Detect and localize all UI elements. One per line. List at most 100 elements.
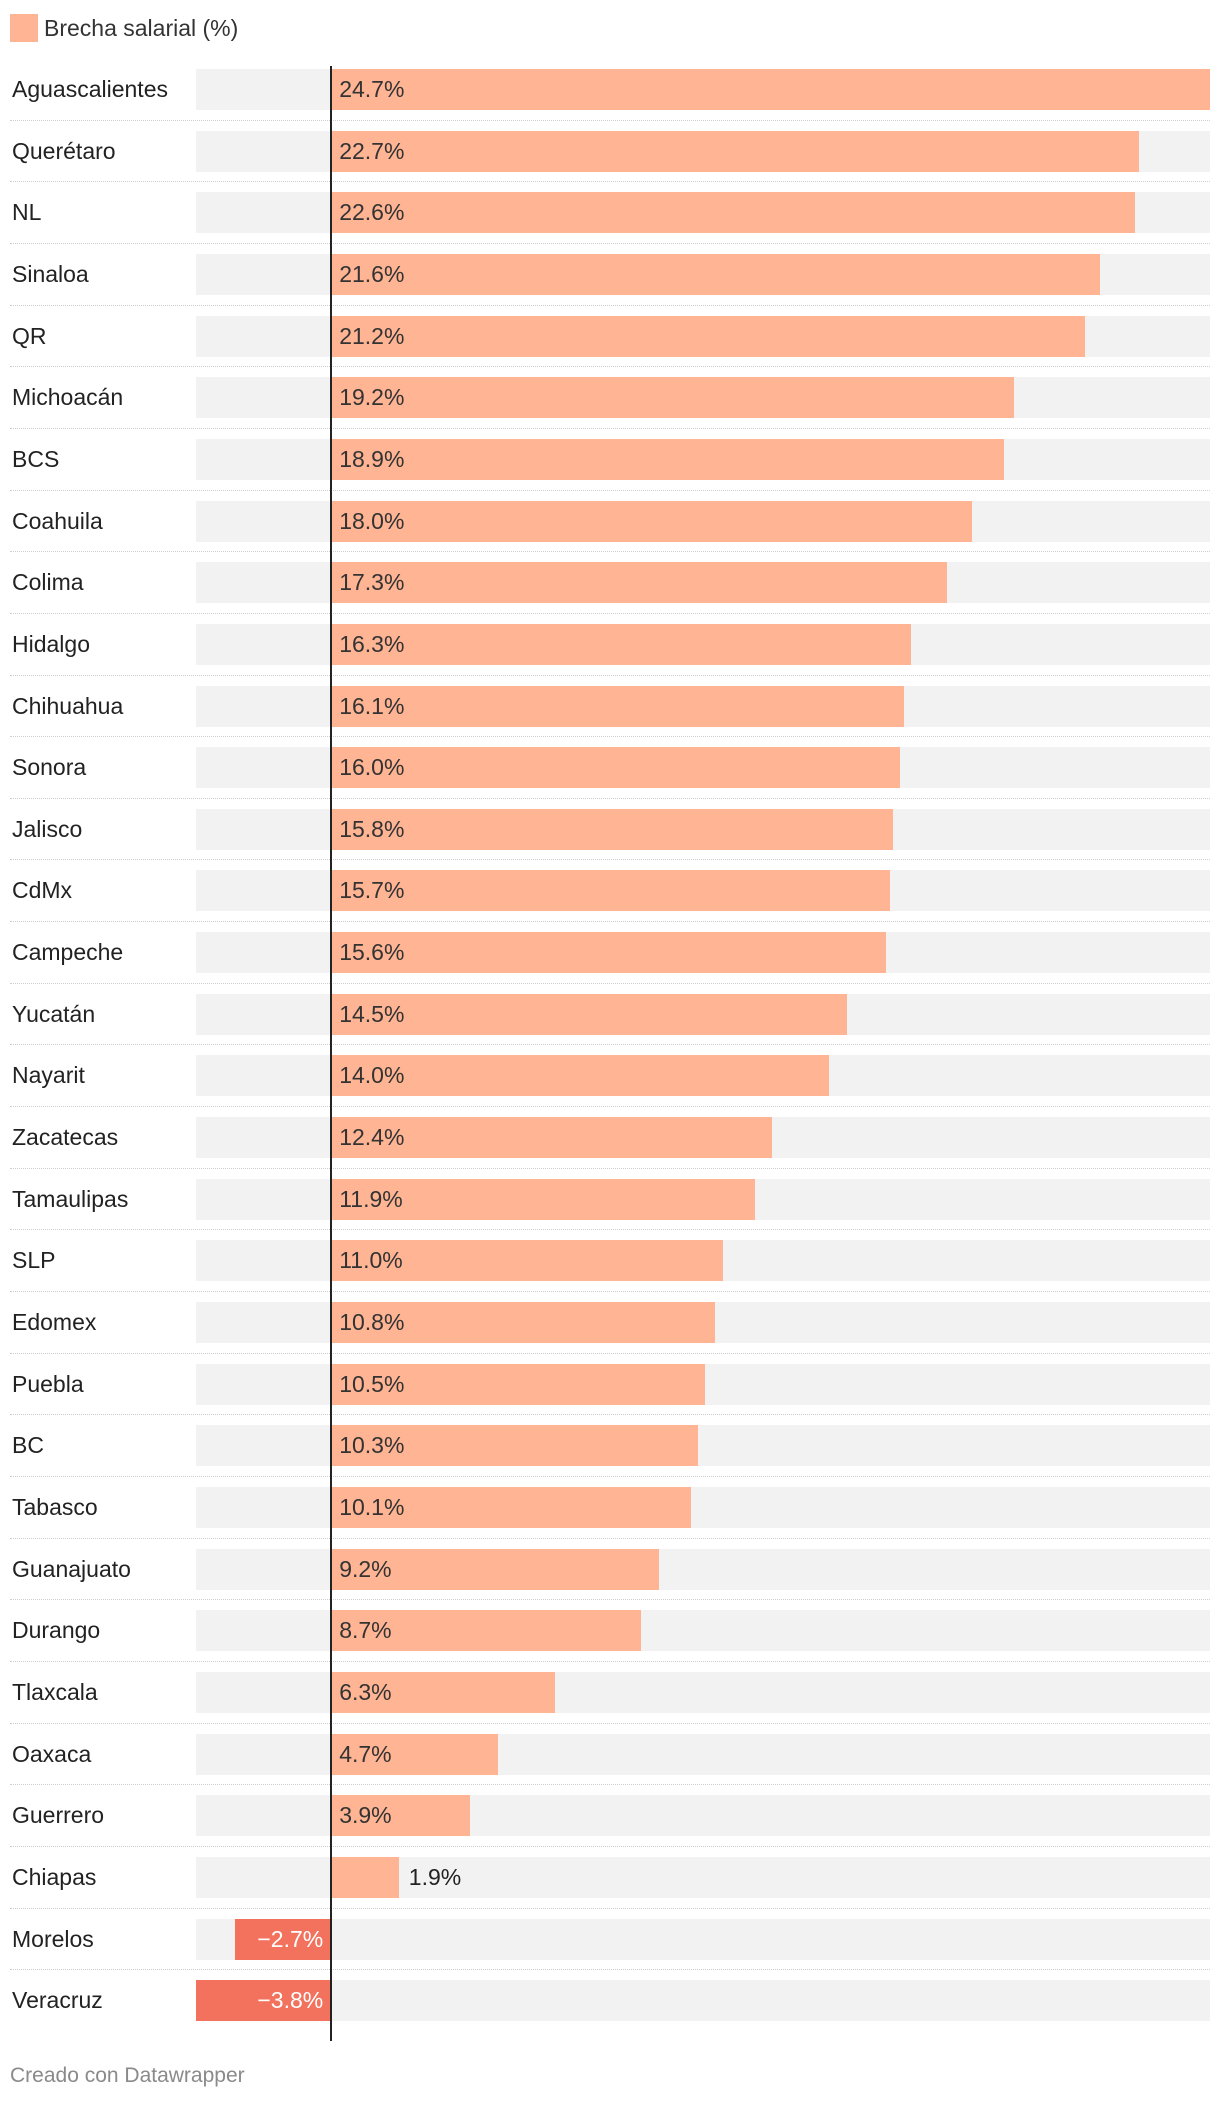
zero-baseline	[330, 66, 333, 2041]
category-label: Sinaloa	[12, 261, 89, 287]
bar-row: Hidalgo 16.3%	[10, 613, 1210, 675]
value-label: 9.2%	[339, 1556, 392, 1582]
bar-row: Coahuila 18.0%	[10, 490, 1210, 552]
value-label: 16.1%	[339, 693, 405, 719]
bar-row: BC 10.3%	[10, 1414, 1210, 1476]
bar-row: SLP 11.0%	[10, 1229, 1210, 1291]
bar	[331, 1672, 556, 1713]
value-label: 14.5%	[339, 1001, 405, 1027]
value-label: 14.0%	[339, 1062, 405, 1088]
bar	[331, 254, 1100, 295]
bar-row: Campeche 15.6%	[10, 921, 1210, 983]
value-label: 16.3%	[339, 631, 405, 657]
row-separator	[10, 1353, 1210, 1354]
bar-row: Tlaxcala 6.3%	[10, 1661, 1210, 1723]
bar-row: Durango 8.7%	[10, 1599, 1210, 1661]
category-label: Hidalgo	[12, 631, 90, 657]
row-separator	[10, 983, 1210, 984]
bar	[235, 1919, 332, 1960]
bar	[331, 501, 972, 542]
category-label: Durango	[12, 1617, 101, 1643]
row-separator	[10, 428, 1210, 429]
bar	[331, 1487, 691, 1528]
category-label: BCS	[12, 446, 60, 472]
bar	[331, 1425, 698, 1466]
value-label: 3.9%	[339, 1802, 392, 1828]
value-label: 11.0%	[339, 1247, 403, 1273]
category-label: Chiapas	[12, 1864, 97, 1890]
category-label: Puebla	[12, 1371, 84, 1397]
bar	[331, 1364, 705, 1405]
bar-track	[196, 1980, 1210, 2021]
bar-row: Oaxaca 4.7%	[10, 1723, 1210, 1785]
value-label: 19.2%	[339, 384, 405, 410]
row-separator	[10, 1723, 1210, 1724]
bar-row: Querétaro 22.7%	[10, 120, 1210, 182]
row-separator	[10, 1414, 1210, 1415]
bar	[331, 1610, 641, 1651]
bar	[331, 1302, 716, 1343]
value-label: 18.9%	[339, 446, 405, 472]
bar-row: Puebla 10.5%	[10, 1353, 1210, 1415]
legend-label: Brecha salarial (%)	[44, 14, 239, 41]
row-separator	[10, 490, 1210, 491]
category-label: Tamaulipas	[12, 1186, 129, 1212]
bar	[331, 809, 894, 850]
bar-row: Chiapas 1.9%	[10, 1846, 1210, 1908]
category-label: Zacatecas	[12, 1124, 119, 1150]
value-label: 22.7%	[339, 138, 405, 164]
category-label: Guanajuato	[12, 1556, 131, 1582]
bar	[331, 747, 901, 788]
category-label: BC	[12, 1432, 44, 1458]
value-label: 8.7%	[339, 1617, 392, 1643]
bar	[331, 562, 947, 603]
bar	[331, 1734, 499, 1775]
value-label: 17.3%	[339, 569, 405, 595]
bar-row: Morelos −2.7%	[10, 1908, 1210, 1970]
value-label: 21.6%	[339, 261, 405, 287]
row-separator	[10, 1661, 1210, 1662]
bar-track	[196, 1919, 1210, 1960]
category-label: SLP	[12, 1247, 56, 1273]
value-label: 10.1%	[339, 1494, 405, 1520]
bar	[196, 1980, 332, 2021]
category-label: QR	[12, 323, 47, 349]
category-label: Sonora	[12, 754, 87, 780]
value-label: 10.3%	[339, 1432, 405, 1458]
legend: Brecha salarial (%)	[10, 14, 238, 42]
category-label: Aguascalientes	[12, 76, 168, 102]
bar	[331, 377, 1015, 418]
bar-row: Guanajuato 9.2%	[10, 1538, 1210, 1600]
value-label: 11.9%	[339, 1186, 403, 1212]
category-label: Colima	[12, 569, 84, 595]
category-label: Chihuahua	[12, 693, 124, 719]
row-separator	[10, 305, 1210, 306]
bar-row: Jalisco 15.8%	[10, 798, 1210, 860]
category-label: Edomex	[12, 1309, 97, 1335]
row-separator	[10, 1599, 1210, 1600]
footer-credit: Creado con Datawrapper	[10, 2064, 245, 2087]
value-label: 6.3%	[339, 1679, 392, 1705]
row-separator	[10, 1476, 1210, 1477]
row-separator	[10, 613, 1210, 614]
legend-swatch	[10, 14, 38, 42]
bar-row: Sonora 16.0%	[10, 736, 1210, 798]
bar	[331, 1179, 755, 1220]
bar	[331, 1549, 659, 1590]
row-separator	[10, 1908, 1210, 1909]
category-label: Jalisco	[12, 816, 83, 842]
category-label: Nayarit	[12, 1062, 85, 1088]
value-label: 10.8%	[339, 1309, 405, 1335]
bar	[331, 131, 1139, 172]
bar	[331, 932, 887, 973]
row-separator	[10, 181, 1210, 182]
category-label: CdMx	[12, 877, 73, 903]
row-separator	[10, 736, 1210, 737]
bar-row: Zacatecas 12.4%	[10, 1106, 1210, 1168]
row-separator	[10, 120, 1210, 121]
bar	[331, 439, 1004, 480]
row-separator	[10, 551, 1210, 552]
value-label: 15.7%	[339, 877, 405, 903]
row-separator	[10, 1291, 1210, 1292]
